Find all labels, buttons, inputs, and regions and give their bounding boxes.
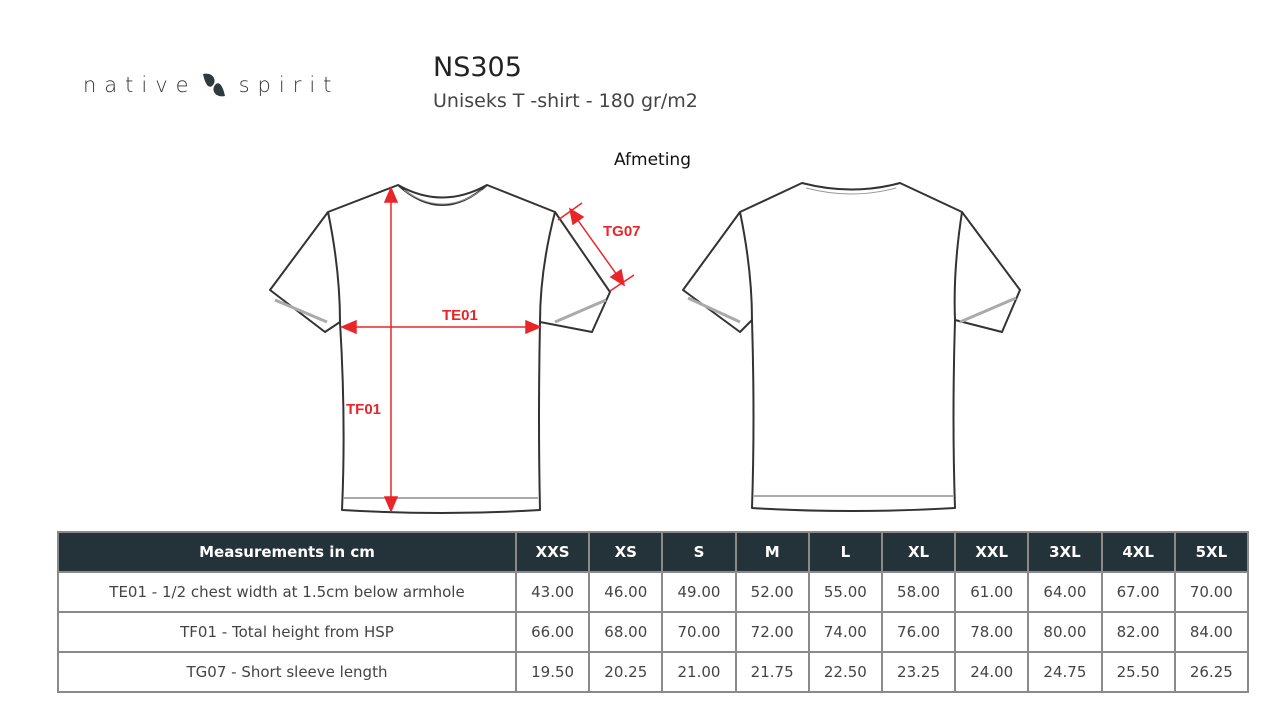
brand-logo: native spirit [83, 70, 339, 100]
cell-value: 70.00 [1173, 571, 1250, 613]
header-size: L [807, 531, 883, 573]
cell-value: 67.00 [1100, 571, 1176, 613]
cell-value: 25.50 [1100, 651, 1176, 693]
cell-value: 58.00 [880, 571, 957, 613]
cell-value: 76.00 [880, 611, 957, 653]
row-label: TG07 - Short sleeve length [57, 651, 517, 693]
cell-value: 70.00 [661, 611, 737, 653]
cell-value: 21.75 [734, 651, 810, 693]
cell-value: 61.00 [954, 571, 1030, 613]
front-tshirt [269, 184, 611, 514]
label-te01: TE01 [442, 307, 478, 324]
tshirt-diagrams: TE01 TF01 TG07 [269, 182, 1021, 514]
cell-value: 43.00 [514, 571, 591, 613]
header-size: 4XL [1100, 531, 1176, 573]
back-tshirt [682, 182, 1021, 512]
cell-value: 84.00 [1173, 611, 1250, 653]
header-size: XXS [514, 531, 591, 573]
label-tg07: TG07 [603, 223, 641, 240]
table-row: TG07 - Short sleeve length 19.50 20.25 21.0… [57, 651, 1250, 693]
cell-value: 26.25 [1173, 651, 1250, 693]
label-tf01: TF01 [346, 401, 381, 418]
cell-value: 80.00 [1027, 611, 1103, 653]
header-size: 5XL [1173, 531, 1250, 573]
logo-text-left: native [83, 73, 197, 97]
cell-value: 68.00 [588, 611, 664, 653]
header-size: XS [588, 531, 664, 573]
row-label: TF01 - Total height from HSP [57, 611, 517, 653]
swirl-logo-icon [202, 73, 225, 97]
cell-value: 78.00 [954, 611, 1030, 653]
header-size: XL [880, 531, 957, 573]
cell-value: 74.00 [807, 611, 883, 653]
logo-text-right: spirit [238, 73, 340, 97]
size-table: Measurements in cm XXS XS S M L XL XXL 3XL 4XL 5X… [57, 531, 1250, 693]
product-description: Uniseks T -shirt - 180 gr/m2 [433, 90, 698, 112]
cell-value: 23.25 [880, 651, 957, 693]
header-measurements: Measurements in cm [57, 531, 517, 573]
header-size: XXL [954, 531, 1030, 573]
table-row: TF01 - Total height from HSP 66.00 68.00 70… [57, 611, 1250, 653]
cell-value: 72.00 [734, 611, 810, 653]
cell-value: 66.00 [514, 611, 591, 653]
cell-value: 22.50 [807, 651, 883, 693]
header-size: M [734, 531, 810, 573]
cell-value: 82.00 [1100, 611, 1176, 653]
header-size: S [661, 531, 737, 573]
cell-value: 55.00 [807, 571, 883, 613]
cell-value: 52.00 [734, 571, 810, 613]
section-heading: Afmeting [614, 150, 691, 170]
cell-value: 19.50 [514, 651, 591, 693]
cell-value: 20.25 [588, 651, 664, 693]
cell-value: 46.00 [588, 571, 664, 613]
product-code: NS305 [433, 52, 522, 83]
cell-value: 24.00 [954, 651, 1030, 693]
measurement-arrows [340, 186, 635, 513]
cell-value: 21.00 [661, 651, 737, 693]
table-header-row: Measurements in cm XXS XS S M L XL XXL 3XL 4XL 5X… [57, 531, 1250, 573]
row-label: TE01 - 1/2 chest width at 1.5cm below ar… [57, 571, 517, 613]
cell-value: 64.00 [1027, 571, 1103, 613]
cell-value: 24.75 [1027, 651, 1103, 693]
header-size: 3XL [1027, 531, 1103, 573]
cell-value: 49.00 [661, 571, 737, 613]
table-row: TE01 - 1/2 chest width at 1.5cm below ar… [57, 571, 1250, 613]
